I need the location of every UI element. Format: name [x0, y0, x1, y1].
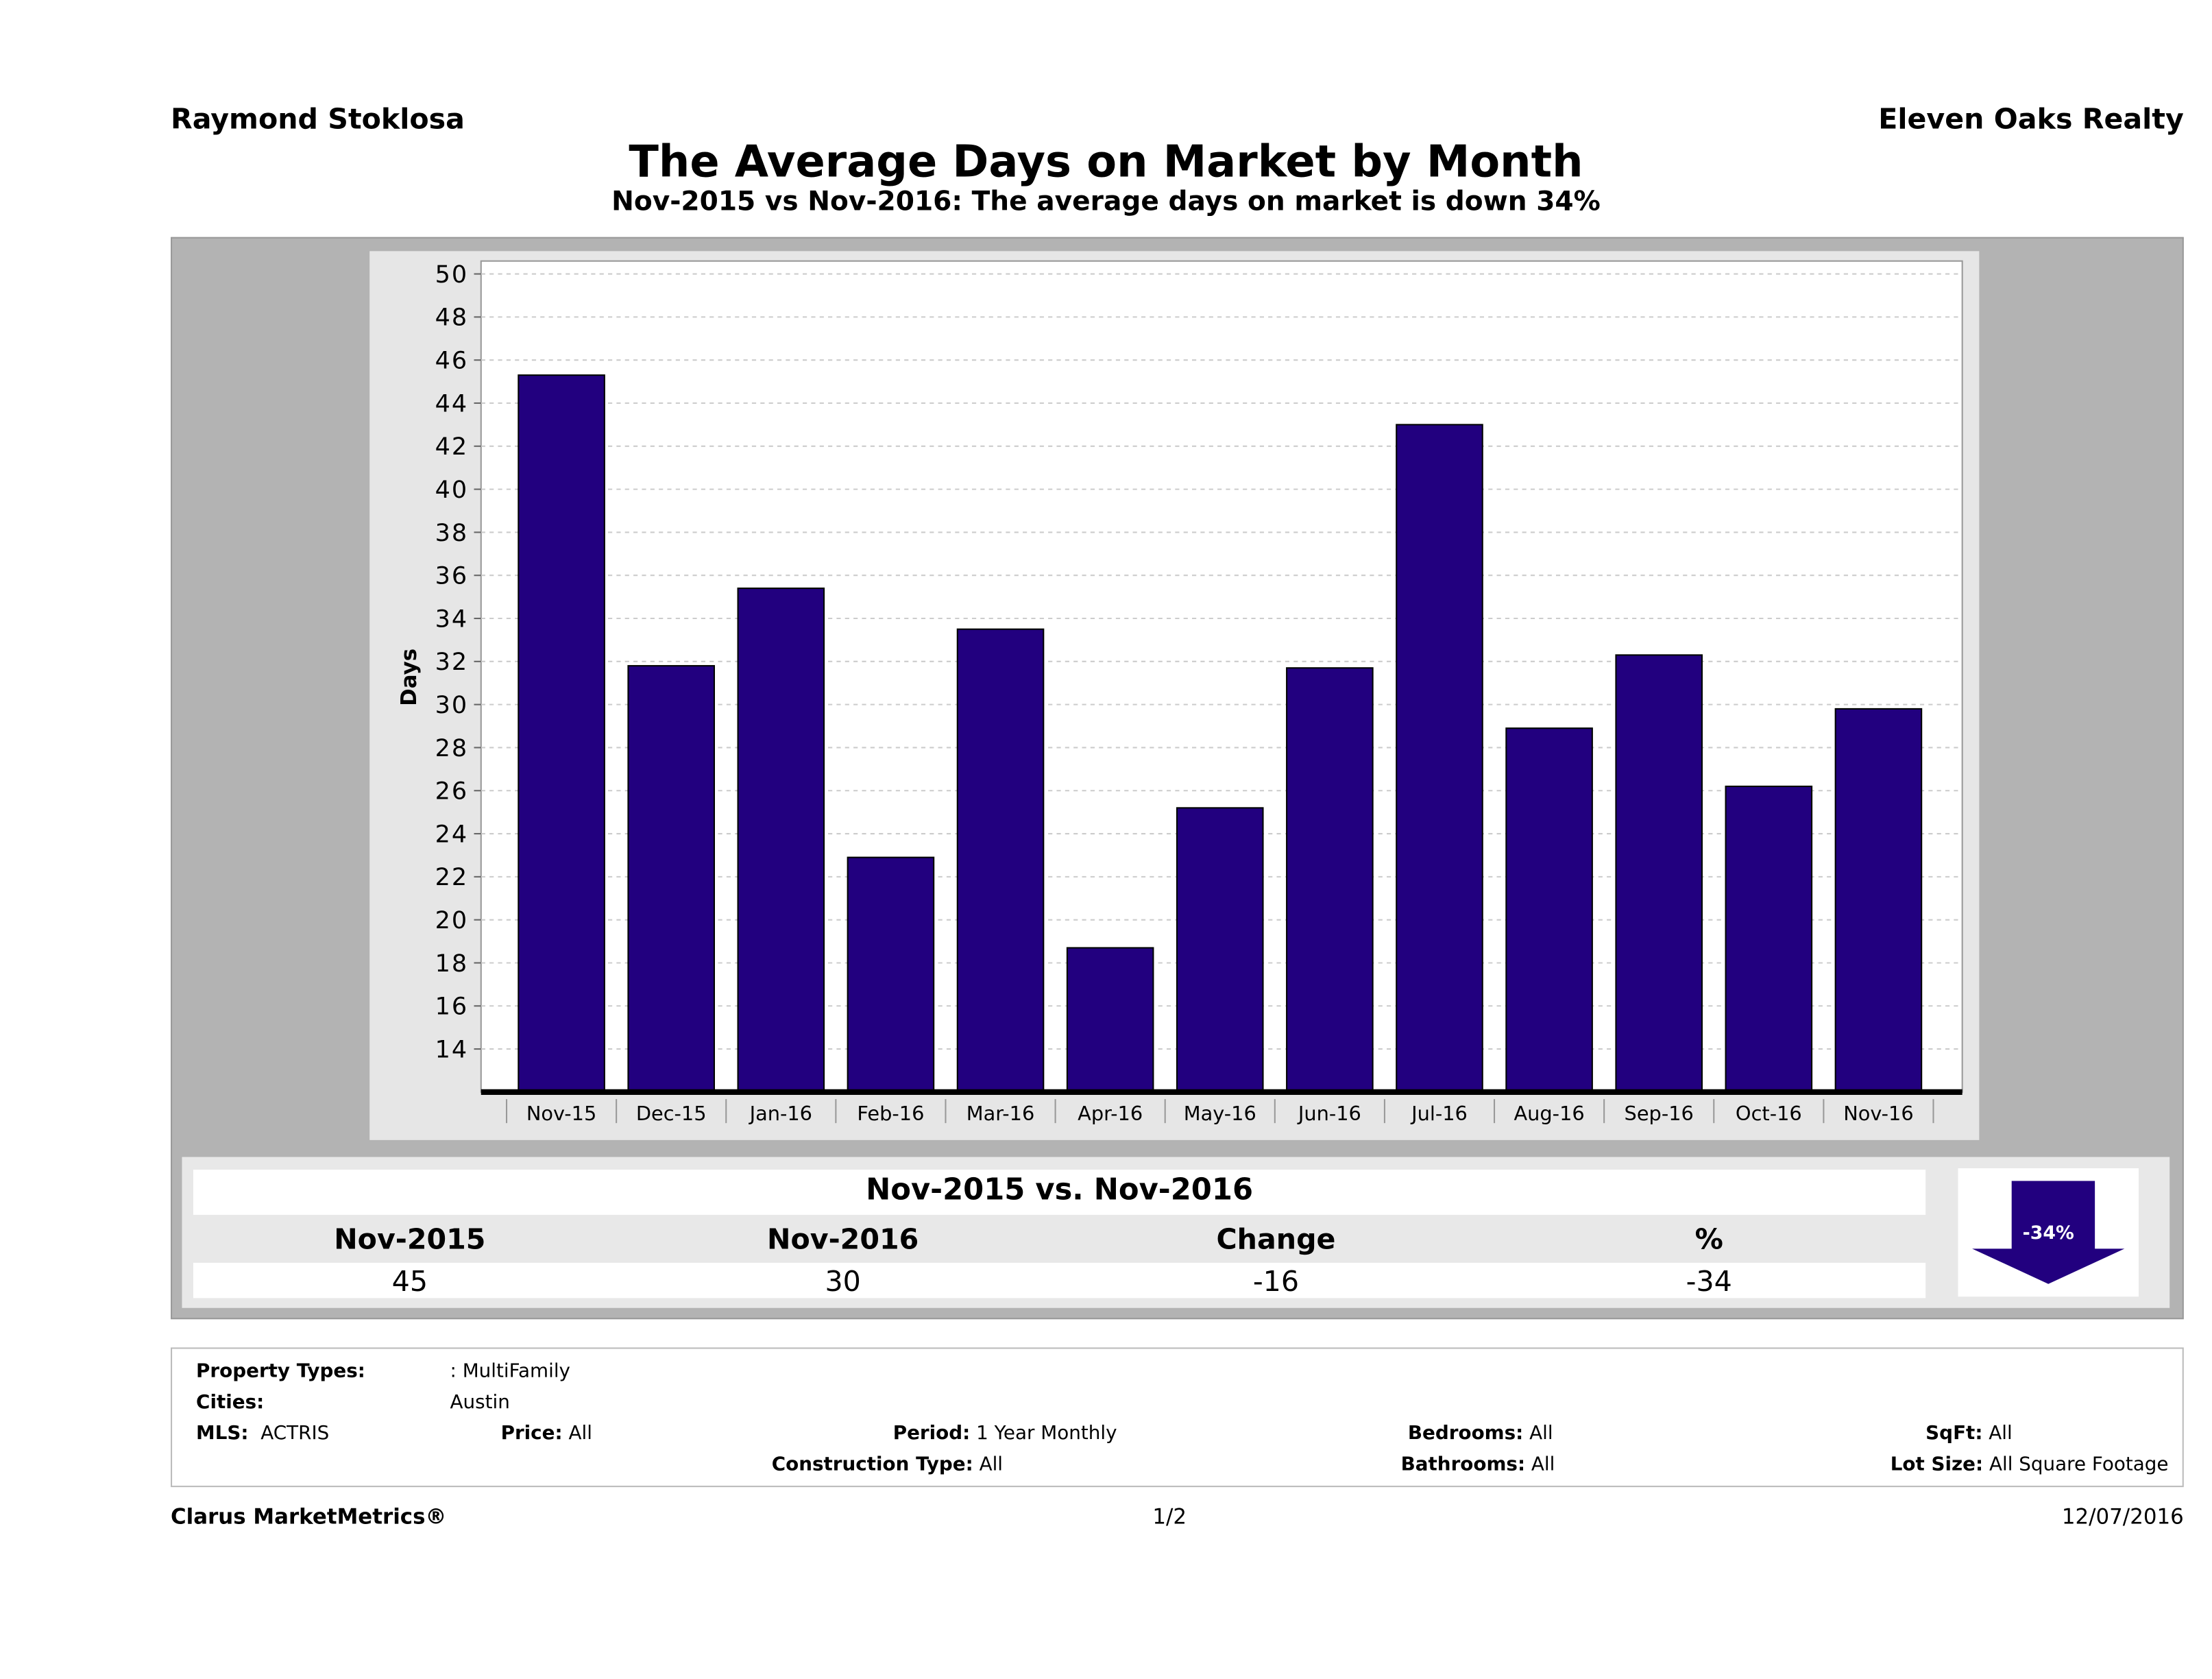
- value-cell: 45: [391, 1264, 428, 1298]
- y-tick-label: 44: [435, 390, 469, 418]
- bar: [847, 856, 935, 1093]
- y-tick-label: 46: [435, 348, 469, 375]
- page-subtitle: Nov-2015 vs Nov-2016: The average days o…: [611, 186, 1601, 217]
- filter-value: All: [1529, 1422, 1553, 1445]
- x-tick-label: Jan-16: [749, 1102, 812, 1125]
- page-number: 1/2: [1152, 1503, 1187, 1530]
- x-tick-label: Oct-16: [1736, 1102, 1802, 1125]
- filter-value: ACTRIS: [260, 1422, 330, 1445]
- col-header: Nov-2016: [767, 1222, 919, 1256]
- col-header: %: [1694, 1222, 1723, 1256]
- y-tick-label: 26: [435, 778, 469, 806]
- bar: [1505, 727, 1593, 1093]
- bar: [627, 665, 715, 1093]
- bar: [1396, 424, 1483, 1093]
- filter-label: SqFt:: [1925, 1422, 1983, 1445]
- company-name: Eleven Oaks Realty: [1878, 101, 2184, 136]
- y-tick-label: 38: [435, 520, 469, 547]
- y-tick-label: 36: [435, 563, 469, 590]
- bar: [1286, 667, 1374, 1093]
- filter-value: All: [979, 1453, 1004, 1476]
- bar: [518, 374, 605, 1093]
- bar: [737, 588, 825, 1093]
- y-tick-label: 24: [435, 821, 469, 848]
- x-tick-label: Nov-15: [526, 1102, 596, 1125]
- report-date: 12/07/2016: [2061, 1503, 2184, 1530]
- value-cell: 30: [825, 1264, 861, 1298]
- x-tick-label: Sep-16: [1625, 1102, 1694, 1125]
- value-cell: -16: [1252, 1264, 1300, 1298]
- down-arrow-icon: -34%: [1972, 1181, 2125, 1284]
- filter-value: : MultiFamily: [450, 1360, 571, 1383]
- filter-value: All: [568, 1422, 592, 1445]
- bar: [956, 628, 1045, 1093]
- x-tick-label: Dec-15: [636, 1102, 707, 1125]
- y-tick-label: 34: [435, 605, 469, 633]
- filter-label: Period:: [892, 1422, 971, 1445]
- bar: [1615, 654, 1703, 1093]
- change-badge: -34%: [1958, 1168, 2139, 1297]
- y-tick-label: 32: [435, 649, 469, 676]
- y-tick-label: 22: [435, 864, 469, 891]
- filter-label: Lot Size:: [1890, 1453, 1984, 1476]
- value-cell: -34: [1686, 1264, 1732, 1298]
- y-tick-label: 42: [435, 433, 469, 461]
- filter-value: Austin: [450, 1391, 510, 1414]
- x-tick-label: Apr-16: [1078, 1102, 1143, 1125]
- filter-value: All Square Footage: [1989, 1453, 2169, 1476]
- filter-label: Property Types:: [196, 1360, 365, 1383]
- bar: [1725, 785, 1813, 1093]
- y-tick-label: 50: [435, 261, 469, 289]
- x-tick-label: Nov-16: [1843, 1102, 1913, 1125]
- agent-name: Raymond Stoklosa: [171, 101, 465, 136]
- y-tick-label: 28: [435, 735, 469, 762]
- bar: [1176, 807, 1264, 1093]
- y-tick-label: 30: [435, 692, 469, 719]
- filter-label: Bathrooms:: [1400, 1453, 1526, 1476]
- x-tick-label: Jun-16: [1297, 1102, 1361, 1125]
- filter-label: Bedrooms:: [1407, 1422, 1524, 1445]
- x-tick-label: Feb-16: [857, 1102, 924, 1125]
- x-tick-label: Mar-16: [967, 1102, 1035, 1125]
- filter-value: 1 Year Monthly: [976, 1422, 1117, 1445]
- x-tick-label: May-16: [1184, 1102, 1256, 1125]
- y-tick-label: 48: [435, 304, 469, 332]
- filter-label: Price:: [500, 1422, 563, 1445]
- filter-value: All: [1989, 1422, 2013, 1445]
- badge-text: -34%: [2023, 1222, 2074, 1244]
- comparison-table: Nov-2015 vs. Nov-2016 Nov-2015 Nov-2016 …: [182, 1157, 2170, 1308]
- bar-chart: 14 16 18 20 22 24 26 28 30 32 34 36 38 40 42 44 46 48 50 No…: [369, 251, 1980, 1140]
- filter-label: Cities:: [196, 1391, 265, 1414]
- y-axis-label: Days: [397, 649, 422, 706]
- page-title: The Average Days on Market by Month: [629, 136, 1583, 188]
- filter-value: All: [1531, 1453, 1555, 1476]
- y-tick-label: 16: [435, 993, 469, 1021]
- filter-label: MLS:: [196, 1422, 249, 1445]
- x-tick-label: Jul-16: [1410, 1102, 1468, 1125]
- bar: [1066, 947, 1154, 1093]
- col-header: Nov-2015: [334, 1222, 486, 1256]
- filter-label: Construction Type:: [771, 1453, 973, 1476]
- y-tick-label: 18: [435, 950, 469, 978]
- y-tick-label: 14: [435, 1036, 469, 1063]
- bar: [1834, 708, 1923, 1093]
- col-header: Change: [1216, 1222, 1336, 1256]
- brand-footer: Clarus MarketMetrics®: [171, 1503, 447, 1530]
- comparison-heading: Nov-2015 vs. Nov-2016: [866, 1172, 1254, 1207]
- filters-box: Property Types: : MultiFamily Cities: Au…: [171, 1347, 2184, 1488]
- x-tick-label: Aug-16: [1514, 1102, 1584, 1125]
- y-tick-label: 20: [435, 907, 469, 934]
- y-tick-label: 40: [435, 476, 469, 504]
